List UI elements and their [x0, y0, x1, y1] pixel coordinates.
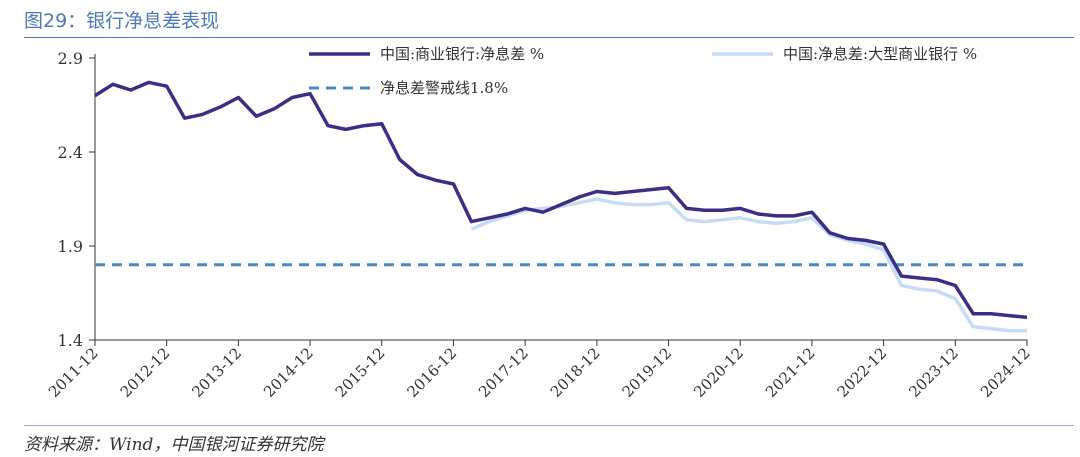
x-tick-label: 2024-12: [977, 344, 1034, 401]
x-tick-label: 2023-12: [905, 344, 962, 401]
title-divider: [24, 37, 1074, 38]
x-tick-label: 2015-12: [332, 344, 389, 401]
figure-title: 图29：银行净息差表现: [24, 10, 220, 32]
x-tick-label: 2017-12: [475, 344, 532, 401]
legend: 中国:商业银行:净息差 % 中国:净息差:大型商业银行 % 净息差警戒线1.8%: [309, 45, 977, 97]
x-tick-label: 2013-12: [188, 344, 245, 401]
series-line-commercial-banks: [94, 80, 1028, 320]
series-line-large-banks: [470, 197, 1027, 333]
legend-label-threshold: 净息差警戒线1.8%: [380, 79, 508, 97]
x-tick-label: 2016-12: [403, 344, 460, 401]
x-tick-label: 2021-12: [762, 344, 819, 401]
y-tick-label: 1.9: [58, 237, 83, 256]
y-tick-label: 1.4: [58, 331, 83, 350]
x-tick-label: 2014-12: [260, 344, 317, 401]
x-tick-label: 2019-12: [619, 344, 676, 401]
line-chart: 1.4 1.9 2.4 2.9 2011-12 2012-12 2013-12 2014-12…: [45, 45, 1034, 401]
x-tick-label: 2012-12: [117, 344, 174, 401]
x-tick-label: 2022-12: [834, 344, 891, 401]
x-tick-label: 2020-12: [690, 344, 747, 401]
legend-label-series1: 中国:商业银行:净息差 %: [380, 45, 544, 63]
series-layer: [94, 80, 1028, 333]
y-tick-label: 2.9: [58, 49, 83, 68]
source-divider: [24, 425, 1074, 426]
x-tick-label: 2011-12: [45, 344, 102, 401]
y-tick-label: 2.4: [58, 143, 83, 162]
legend-label-series2: 中国:净息差:大型商业银行 %: [783, 45, 977, 63]
chart-axes: 1.4 1.9 2.4 2.9 2011-12 2012-12 2013-12 2014-12…: [45, 49, 1034, 401]
source-note: 资料来源：Wind，中国银河证券研究院: [24, 435, 324, 455]
x-tick-label: 2018-12: [547, 344, 604, 401]
